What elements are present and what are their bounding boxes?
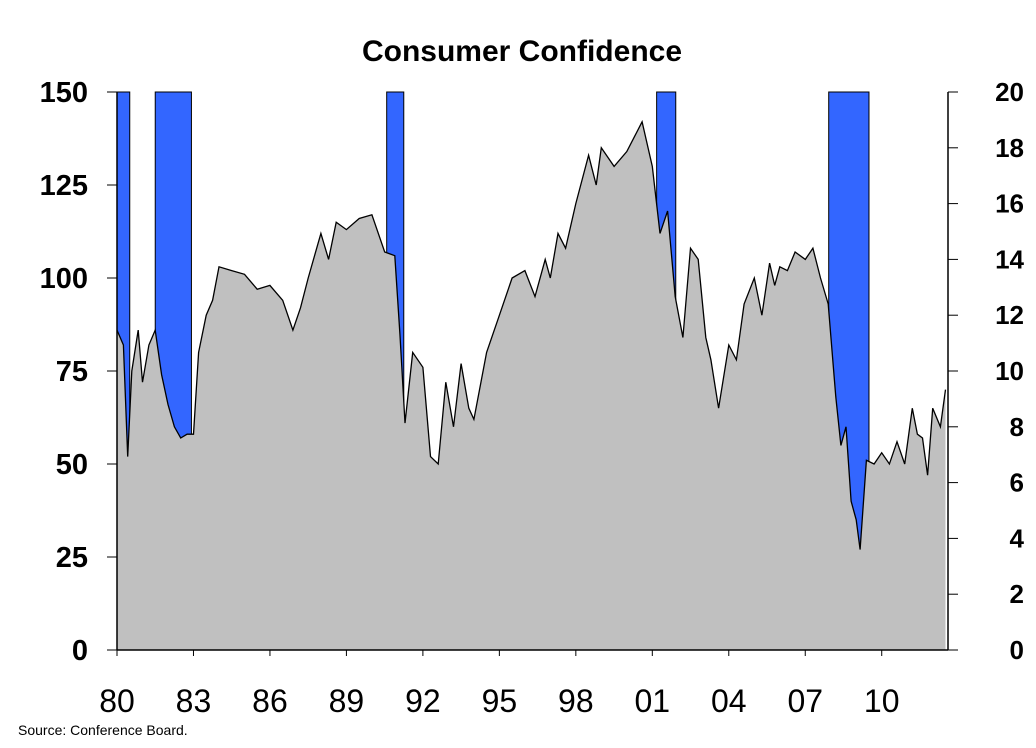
y2-tick-label: 0 (1010, 635, 1024, 665)
y2-tick-label: 20 (995, 77, 1024, 107)
y-tick-label: 50 (56, 449, 88, 481)
y2-tick-label: 12 (995, 300, 1024, 330)
y-tick-label: 25 (56, 542, 88, 574)
chart-title: Consumer Confidence (362, 35, 682, 68)
x-tick-label: 80 (99, 683, 135, 719)
y2-tick-label: 8 (1010, 412, 1024, 442)
y2-tick-label: 4 (1010, 523, 1025, 553)
x-tick-label: 98 (558, 683, 594, 719)
confidence-area-fill (117, 121, 946, 651)
y2-tick-label: 10 (995, 356, 1024, 386)
y2-tick-label: 16 (995, 189, 1024, 219)
x-tick-label: 89 (329, 683, 365, 719)
source-note: Source: Conference Board. (18, 722, 188, 738)
x-tick-label: 07 (787, 683, 823, 719)
x-tick-label: 95 (482, 683, 518, 719)
y2-tick-label: 14 (995, 244, 1024, 274)
x-tick-label: 01 (635, 683, 671, 719)
area-series (116, 119, 947, 651)
confidence-line (116, 119, 947, 550)
y2-tick-label: 6 (1010, 468, 1024, 498)
y2-tick-label: 2 (1010, 579, 1024, 609)
left-y-axis-ticks: 0 25 50 75 100 125 150 (40, 77, 117, 667)
x-tick-label: 86 (252, 683, 288, 719)
y-tick-label: 150 (40, 77, 88, 109)
y-tick-label: 100 (40, 263, 88, 295)
x-tick-label: 10 (864, 683, 900, 719)
x-tick-label: 92 (405, 683, 441, 719)
y-tick-label: 125 (40, 170, 88, 202)
y2-tick-label: 18 (995, 133, 1024, 163)
x-tick-label: 04 (711, 683, 747, 719)
x-axis-ticks: 80 83 86 89 92 95 98 01 04 07 10 (99, 650, 900, 719)
y-tick-label: 0 (72, 635, 88, 667)
x-tick-label: 83 (176, 683, 212, 719)
y-tick-label: 75 (56, 356, 88, 388)
right-y-axis-ticks: 0 2 4 6 8 10 12 14 16 18 20 (948, 77, 1025, 665)
